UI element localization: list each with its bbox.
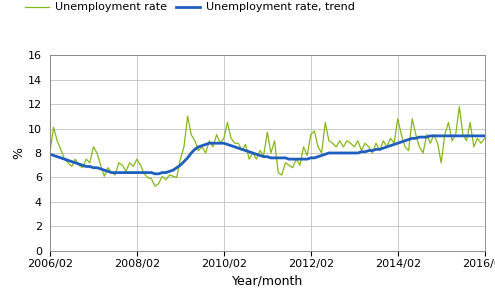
Unemployment rate bbox=[482, 136, 488, 140]
Unemployment rate, trend bbox=[91, 166, 97, 170]
Unemployment rate, trend bbox=[152, 172, 158, 176]
Unemployment rate bbox=[456, 105, 462, 108]
Unemployment rate, trend bbox=[344, 151, 350, 155]
Unemployment rate bbox=[235, 141, 241, 145]
Unemployment rate, trend bbox=[482, 134, 488, 138]
Unemployment rate, trend bbox=[322, 152, 328, 156]
Unemployment rate bbox=[152, 184, 158, 188]
Unemployment rate bbox=[91, 145, 97, 149]
Unemployment rate bbox=[344, 139, 350, 143]
Legend: Unemployment rate, Unemployment rate, trend: Unemployment rate, Unemployment rate, tr… bbox=[20, 0, 359, 17]
Unemployment rate, trend bbox=[460, 134, 466, 138]
Unemployment rate, trend bbox=[235, 146, 241, 150]
Unemployment rate, trend bbox=[427, 134, 433, 138]
Unemployment rate bbox=[148, 177, 154, 181]
Unemployment rate, trend bbox=[148, 171, 154, 174]
Unemployment rate bbox=[47, 150, 53, 154]
Unemployment rate bbox=[322, 121, 328, 124]
Line: Unemployment rate, trend: Unemployment rate, trend bbox=[50, 136, 485, 174]
Line: Unemployment rate: Unemployment rate bbox=[50, 106, 485, 186]
Y-axis label: %: % bbox=[12, 147, 25, 159]
X-axis label: Year/month: Year/month bbox=[232, 274, 303, 287]
Unemployment rate bbox=[460, 133, 466, 136]
Unemployment rate, trend bbox=[47, 152, 53, 156]
